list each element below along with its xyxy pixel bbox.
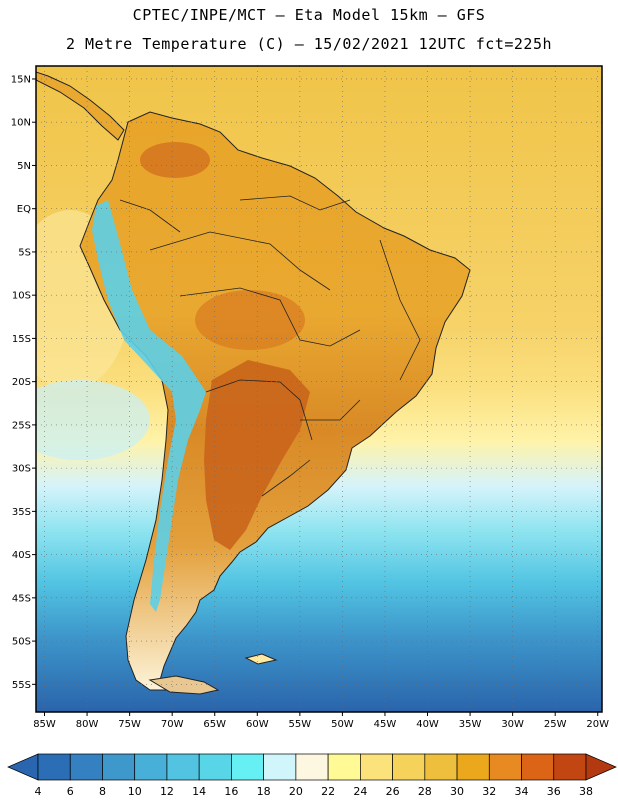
colorbar-swatch	[37, 753, 71, 781]
colorbar-swatch	[263, 753, 297, 781]
lon-tick-label: 40W	[416, 719, 439, 730]
colorbar-label: 14	[192, 785, 206, 798]
colorbar-label: 18	[257, 785, 271, 798]
lat-tick-label: 15S	[12, 334, 31, 345]
lon-tick-label: 30W	[501, 719, 524, 730]
lat-tick-label: EQ	[17, 204, 31, 215]
colorbar-swatch	[456, 753, 490, 781]
lon-tick-label: 20W	[586, 719, 609, 730]
colorbar-swatch	[295, 753, 329, 781]
lat-tick-label: 45S	[12, 593, 31, 604]
colorbar-swatch	[360, 753, 393, 781]
lat-tick-label: 10S	[12, 291, 31, 302]
lon-tick-label: 45W	[374, 719, 397, 730]
colorbar-high-arrow	[585, 753, 617, 781]
map-frame	[35, 65, 603, 713]
colorbar-label: 10	[128, 785, 142, 798]
falkland-islands	[244, 653, 278, 665]
longitude-labels: 85W 80W 75W 70W 65W 60W 55W 50W 45W 40W 35W 30W 25W 2…	[33, 719, 609, 730]
warm-brazil-area	[195, 290, 305, 350]
lon-tick-label: 25W	[544, 719, 567, 730]
lat-tick-label: 25S	[12, 420, 31, 431]
hot-region	[204, 360, 310, 550]
chart-title: CPTEC/INPE/MCT – Eta Model 15km – GFS	[132, 6, 486, 24]
lon-tick-label: 60W	[246, 719, 269, 730]
andes-cold-ridge	[92, 200, 206, 612]
colorbar-label: 22	[321, 785, 335, 798]
colorbar-swatch	[166, 753, 200, 781]
pacific-cool-area	[36, 380, 150, 460]
warm-venezuela-area	[140, 142, 210, 178]
central-america-land	[36, 71, 125, 141]
colorbar-label: 20	[289, 785, 303, 798]
lon-tick-label: 80W	[76, 719, 99, 730]
tierra-del-fuego	[148, 675, 220, 695]
lon-tick-label: 70W	[161, 719, 184, 730]
colorbar-swatch	[424, 753, 458, 781]
map-field	[36, 66, 602, 712]
colorbar-swatch	[134, 753, 168, 781]
colorbar-label: 30	[450, 785, 464, 798]
colorbar-swatch	[392, 753, 426, 781]
country-borders	[119, 195, 421, 497]
colorbar-low-arrow	[7, 753, 39, 781]
colorbar-swatch	[198, 753, 232, 781]
latitude-labels: 15N 10N 5N EQ 5S 10S 15S 20S 25S 30S 35S 40S 45S 50S 5…	[11, 74, 31, 690]
lat-tick-label: 30S	[12, 464, 31, 475]
lon-tick-label: 50W	[331, 719, 354, 730]
lat-tick-label: 40S	[12, 550, 31, 561]
colorbar-label: 36	[547, 785, 561, 798]
colorbar-label: 34	[515, 785, 529, 798]
colorbar-swatch	[521, 753, 555, 781]
colorbar-label: 16	[224, 785, 238, 798]
colorbar-label: 12	[160, 785, 174, 798]
colorbar-swatch	[488, 753, 522, 781]
colorbar-label: 38	[579, 785, 593, 798]
lat-tick-label: 10N	[11, 118, 31, 129]
lon-tick-label: 75W	[118, 719, 141, 730]
colorbar-label: 6	[67, 785, 74, 798]
lat-tick-label: 20S	[12, 377, 31, 388]
lat-tick-label: 15N	[11, 74, 31, 85]
lon-tick-label: 55W	[289, 719, 312, 730]
colorbar-label: 8	[99, 785, 106, 798]
chart-subtitle: 2 Metre Temperature (C) – 15/02/2021 12U…	[65, 35, 553, 53]
colorbar-swatch	[69, 753, 103, 781]
colorbar-label: 4	[35, 785, 42, 798]
lat-tick-label: 55S	[12, 680, 31, 691]
colorbar-label: 24	[353, 785, 367, 798]
colorbar-swatch	[102, 753, 136, 781]
colorbar-swatch	[553, 753, 587, 781]
lat-tick-label: 5S	[18, 247, 31, 258]
lat-tick-label: 50S	[12, 637, 31, 648]
lon-tick-label: 35W	[459, 719, 482, 730]
colorbar-label: 28	[418, 785, 432, 798]
lon-tick-label: 65W	[203, 719, 226, 730]
lat-tick-label: 5N	[17, 161, 31, 172]
colorbar-swatch	[327, 753, 361, 781]
colorbar-label: 32	[482, 785, 496, 798]
lat-tick-label: 35S	[12, 507, 31, 518]
colorbar-swatch	[231, 753, 264, 781]
colorbar-label: 26	[386, 785, 400, 798]
lon-tick-label: 85W	[33, 719, 56, 730]
colorbar: 4 6 8 10 12 14 16 18 20 22 24 26 28 30 32 34 36 38	[7, 753, 617, 798]
